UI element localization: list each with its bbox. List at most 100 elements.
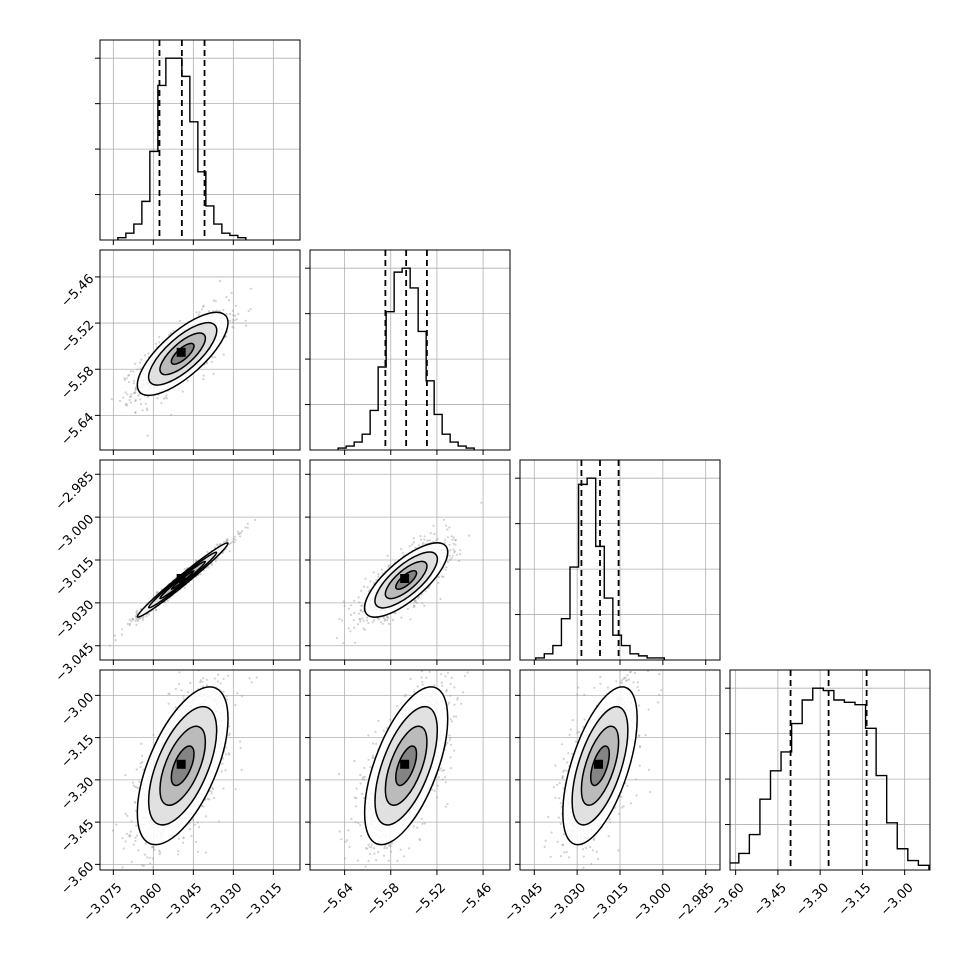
sample-point xyxy=(165,394,168,397)
sample-point xyxy=(353,626,356,629)
sample-point xyxy=(426,539,429,542)
sample-point xyxy=(182,841,185,844)
sample-point xyxy=(166,599,169,602)
sample-point xyxy=(134,386,137,389)
sample-point xyxy=(158,341,161,344)
sample-point xyxy=(124,391,127,394)
sample-point xyxy=(131,781,135,784)
sample-point xyxy=(417,544,420,547)
sample-point xyxy=(158,849,161,852)
sample-point xyxy=(114,639,117,642)
panel-frame xyxy=(309,249,511,451)
sample-point xyxy=(225,695,228,698)
sample-point xyxy=(362,627,365,630)
sample-point xyxy=(178,319,181,322)
y-tick-label: −5.46 xyxy=(59,272,98,311)
sample-point xyxy=(226,698,229,701)
sample-point xyxy=(122,396,125,399)
sample-point xyxy=(162,873,164,875)
sample-point xyxy=(228,732,231,735)
sample-point xyxy=(155,608,158,611)
sample-point xyxy=(231,325,234,328)
sample-point xyxy=(208,798,211,801)
sample-point xyxy=(415,601,419,605)
sample-point xyxy=(126,814,129,818)
sample-point xyxy=(444,781,447,784)
sample-point xyxy=(154,609,157,612)
sample-point xyxy=(130,820,133,823)
sample-point xyxy=(249,308,252,311)
sample-point xyxy=(167,702,170,705)
sample-point xyxy=(212,372,215,375)
sample-point xyxy=(343,857,347,860)
sample-point xyxy=(350,817,353,821)
sample-point xyxy=(142,768,145,771)
sample-point xyxy=(353,612,356,615)
sample-point xyxy=(358,601,361,604)
sample-point xyxy=(135,611,138,614)
sample-point xyxy=(167,333,170,336)
sample-point xyxy=(202,805,205,808)
sample-point xyxy=(137,618,140,621)
sample-point xyxy=(428,670,431,674)
sample-point xyxy=(233,535,236,538)
sample-point xyxy=(135,617,138,621)
sample-point xyxy=(454,539,458,542)
sample-point xyxy=(228,665,230,667)
sample-point xyxy=(423,535,426,538)
sample-point xyxy=(433,532,436,536)
sample-point xyxy=(124,403,127,406)
sample-point xyxy=(128,373,131,377)
sample-point xyxy=(122,847,125,850)
sample-point xyxy=(247,309,250,313)
sample-point xyxy=(228,550,231,553)
sample-point xyxy=(213,546,216,549)
sample-point xyxy=(449,558,452,562)
sample-point xyxy=(211,563,214,566)
sample-point xyxy=(371,754,374,757)
sample-point xyxy=(126,393,129,396)
x-tick-label: −3.045 xyxy=(161,880,206,925)
sample-point xyxy=(358,618,361,621)
sample-point xyxy=(377,573,380,576)
sample-point xyxy=(418,837,421,841)
sample-point xyxy=(449,682,452,685)
sample-point xyxy=(134,620,137,623)
sample-point xyxy=(367,622,370,625)
sample-point xyxy=(357,596,360,599)
sample-point xyxy=(401,551,404,554)
sample-point xyxy=(209,790,213,793)
sample-point xyxy=(148,856,151,859)
sample-point xyxy=(186,379,189,382)
sample-point xyxy=(134,615,137,618)
sample-point xyxy=(237,532,240,536)
sample-point xyxy=(139,762,142,765)
sample-point xyxy=(134,801,137,804)
sample-point xyxy=(225,295,228,299)
sample-point xyxy=(419,538,423,541)
sample-point xyxy=(254,518,257,522)
sample-point xyxy=(198,311,201,314)
sample-point xyxy=(123,378,126,382)
sample-point xyxy=(205,815,208,818)
sample-point xyxy=(139,402,143,406)
sample-point xyxy=(353,599,356,602)
sample-point xyxy=(141,754,144,757)
sample-point xyxy=(124,812,127,816)
sample-point xyxy=(137,787,140,790)
sample-point xyxy=(121,628,124,631)
sample-point xyxy=(225,312,228,316)
sample-point xyxy=(421,683,424,686)
sample-point xyxy=(181,390,184,393)
sample-point xyxy=(388,564,391,567)
sample-point xyxy=(135,834,139,837)
sample-point xyxy=(456,553,459,556)
sample-point xyxy=(196,821,199,824)
sample-point xyxy=(222,690,225,693)
sample-point xyxy=(382,729,385,732)
sample-point xyxy=(129,834,132,837)
sample-point xyxy=(160,401,163,405)
sample-point xyxy=(409,618,412,621)
sample-point xyxy=(341,619,344,622)
sample-point xyxy=(344,840,347,843)
